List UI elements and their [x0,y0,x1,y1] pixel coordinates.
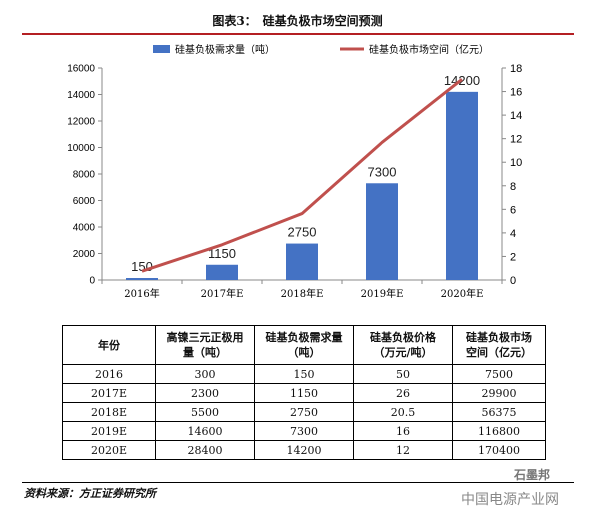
bar [206,264,238,280]
left-tick-label: 4000 [73,223,96,234]
table-cell: 14200 [254,440,354,460]
bar-data-label: 150 [131,259,153,274]
x-tick-label: 2018年E [281,287,324,300]
x-tick-label: 2019年E [361,287,404,300]
left-tick-label: 2000 [73,249,96,260]
table-row: 2016 300 150 50 7500 [62,364,546,384]
right-tick-label: 18 [510,63,522,75]
table-cell: 150 [254,364,354,384]
legend-line-label: 硅基负极市场空间（亿元） [369,43,489,56]
bar [446,91,478,280]
x-tick-label: 2016年 [124,287,159,300]
left-tick-label: 10000 [67,143,95,154]
table-header-cell: 年份 [62,325,156,365]
table-cell: 56375 [452,402,546,422]
table-cell: 170400 [452,440,546,460]
right-tick-label: 4 [510,228,516,240]
bar [366,183,398,280]
right-tick-label: 12 [510,134,522,146]
bar [286,243,318,280]
bar-data-label: 1150 [208,246,236,261]
left-tick-label: 12000 [67,117,95,128]
table-cell: 12 [353,440,453,460]
right-tick-label: 10 [510,157,522,169]
table-row: 2017E 2300 1150 26 29900 [62,383,546,403]
source-divider [22,482,574,483]
bar [126,278,158,280]
watermark-site-text: 中国电源产业网 [461,492,559,508]
table-cell: 2019E [62,421,156,441]
x-tick-label: 2017年E [201,287,244,300]
legend: 硅基负极需求量（吨） 硅基负极市场空间（亿元） [153,43,489,56]
legend-bar-swatch [153,45,170,53]
left-tick-label: 6000 [73,196,96,207]
left-tick-label: 8000 [73,170,96,181]
table-cell: 28400 [155,440,255,460]
right-tick-label: 6 [510,204,516,216]
left-tick-label: 16000 [67,64,95,75]
figure-title: 图表3： 硅基负极市场空间预测 [212,14,383,28]
left-tick-label: 0 [89,276,95,287]
table-cell: 14600 [155,421,255,441]
table-header-cell: 硅基负极价格 （万元/吨） [353,325,453,365]
line-series [141,78,463,273]
right-tick-label: 16 [510,87,522,99]
table-cell: 300 [155,364,255,384]
table-cell: 1150 [254,383,354,403]
right-tick-label: 8 [510,181,516,193]
market-size-line [141,78,463,273]
title-divider [22,33,574,35]
table-cell: 50 [353,364,453,384]
table-cell: 7500 [452,364,546,384]
right-tick-label: 14 [510,110,522,122]
bar-data-label: 7300 [368,164,397,179]
table-header-cell: 硅基负极市场 空间（亿元） [452,325,546,365]
table-cell: 2300 [155,383,255,403]
bar-data-label: 2750 [288,225,317,240]
right-tick-label: 0 [510,275,516,287]
table-header-row: 年份 高镍三元正极用 量（吨） 硅基负极需求量 （吨） 硅基负极价格 （万元/吨） 硅基负极市… [62,325,546,365]
tick-labels: 0 2000 4000 6000 8000 10000 12000 14000 16000 0 2 4… [67,63,522,300]
table-cell: 2020E [62,440,156,460]
left-tick-label: 14000 [67,90,95,101]
table-cell: 2016 [62,364,156,384]
source-note: 资料来源：方正证券研究所 [24,487,156,500]
table-cell: 2018E [62,402,156,422]
combo-chart: 硅基负极需求量（吨） 硅基负极市场空间（亿元） 150 1150 2750 7300 14… [67,43,522,300]
legend-bar-label: 硅基负极需求量（吨） [175,43,275,56]
forecast-table: 年份 高镍三元正极用 量（吨） 硅基负极需求量 （吨） 硅基负极价格 （万元/吨） 硅基负极市… [62,325,546,460]
table-body: 2016 300 150 50 7500 2017E 2300 1150 26 29900 2018… [62,364,546,460]
table-cell: 26 [353,383,453,403]
table-header-cell: 硅基负极需求量 （吨） [254,325,354,365]
table-cell: 5500 [155,402,255,422]
right-tick-label: 2 [510,251,516,263]
table-header-cell: 高镍三元正极用 量（吨） [155,325,255,365]
table-cell: 2017E [62,383,156,403]
table-cell: 116800 [452,421,546,441]
table-cell: 20.5 [353,402,453,422]
table-cell: 16 [353,421,453,441]
table-row: 2019E 14600 7300 16 116800 [62,421,546,441]
table-cell: 2750 [254,402,354,422]
table-cell: 29900 [452,383,546,403]
x-tick-label: 2020年E [441,287,484,300]
table-cell: 7300 [254,421,354,441]
watermark-logo-text: 石墨邦 [514,468,551,482]
table-row: 2020E 28400 14200 12 170400 [62,440,546,460]
table-row: 2018E 5500 2750 20.5 56375 [62,402,546,422]
